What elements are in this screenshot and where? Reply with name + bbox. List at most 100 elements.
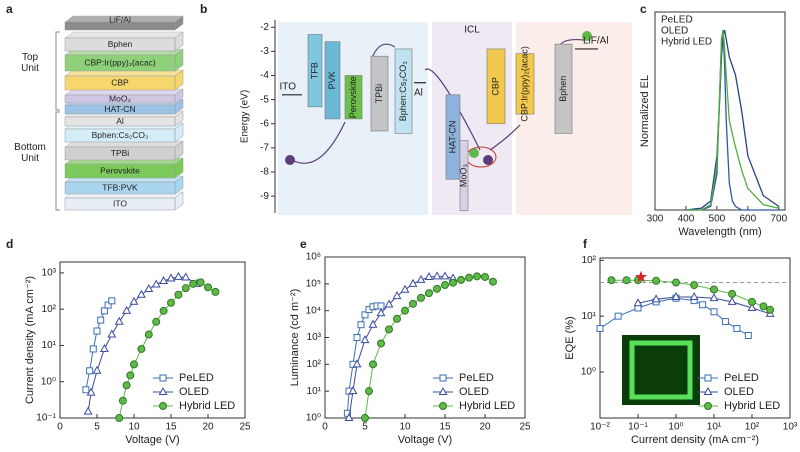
marker: [672, 278, 680, 287]
y-tick-label: 10⁰: [581, 367, 596, 378]
y-axis-label: Energy (eV): [240, 90, 251, 143]
marker: [108, 297, 116, 305]
x-tick-label: 300: [647, 214, 664, 225]
legend-label: OLED: [661, 26, 688, 37]
marker: [439, 374, 447, 382]
marker: [136, 289, 146, 298]
layer-label: CBP: [111, 77, 129, 87]
y-tick-label: 10³: [307, 332, 322, 343]
layer-label: TPBi: [374, 84, 384, 104]
hole-icon: [483, 155, 493, 165]
marker: [151, 279, 161, 288]
unit-bracket: [55, 31, 60, 111]
layer-label: Bphen: [108, 39, 133, 49]
legend-label: PeLED: [459, 372, 494, 384]
x-tick-label: 10²: [745, 422, 760, 433]
x-tick-label: 10⁻¹: [628, 422, 648, 433]
marker: [126, 371, 135, 380]
marker: [352, 359, 362, 368]
marker: [489, 277, 497, 286]
x-tick-label: 20: [202, 422, 214, 433]
x-tick-label: 15: [439, 422, 451, 433]
marker: [189, 279, 198, 288]
panel-label: a: [6, 2, 13, 16]
y-tick-label: -9: [260, 191, 269, 202]
marker: [204, 283, 212, 292]
x-tick-label: 700: [770, 214, 787, 225]
marker: [369, 360, 377, 369]
x-tick-label: 10⁰: [668, 422, 683, 433]
layer-label: CBP:Ir(ppy)₂(acac): [84, 57, 155, 67]
y-tick-label: 10²: [307, 359, 322, 370]
legend-label: Hybrid LED: [179, 400, 235, 412]
layer-label: Al: [116, 116, 124, 126]
layer: [64, 104, 176, 115]
marker: [709, 293, 719, 302]
series-line: [685, 29, 780, 211]
series-line: [599, 297, 749, 336]
y-tick-label: -3: [260, 46, 269, 57]
unit-word: Top: [22, 52, 39, 63]
energy-level-box: [307, 34, 323, 108]
y-tick-label: -5: [260, 94, 269, 105]
layer-label: Bphen:Cs₂CO₃: [398, 61, 408, 122]
marker: [690, 281, 699, 290]
marker: [409, 299, 417, 308]
marker: [416, 274, 426, 283]
energy-level-box: [344, 75, 363, 120]
x-tick-label: 10: [399, 422, 411, 433]
unit-word: Unit: [21, 63, 39, 74]
panel-label: e: [300, 237, 307, 251]
marker: [152, 317, 161, 326]
energy-level-box: [486, 48, 506, 125]
layer: [64, 181, 176, 195]
legend-label: PeLED: [179, 372, 214, 384]
x-tick-label: 25: [519, 422, 531, 433]
marker: [392, 291, 402, 300]
marker: [385, 325, 393, 334]
energy-level-box: [515, 53, 535, 115]
marker: [92, 365, 102, 374]
x-tick-label: 5: [94, 422, 100, 433]
unit-label: Top Unit: [21, 52, 39, 74]
y-tick-label: 10¹: [582, 311, 597, 322]
marker: [344, 412, 354, 421]
y-tick-label: 10¹: [307, 386, 322, 397]
series-line: [637, 296, 771, 315]
marker: [159, 306, 168, 315]
marker: [727, 296, 737, 305]
electron-icon: [469, 148, 479, 158]
marker: [361, 414, 369, 422]
marker: [704, 402, 712, 410]
layer-label: TPBi: [111, 148, 130, 158]
unit-word: Unit: [21, 153, 39, 164]
marker: [481, 272, 489, 281]
marker: [439, 402, 447, 410]
energy-level-box: [370, 55, 389, 132]
energy-level-box: [459, 140, 469, 211]
layer-label: HAT-CN: [104, 104, 135, 114]
layer-top: [64, 31, 184, 39]
layer-label: CBP:Ir(ppy)₂(acac): [519, 46, 529, 122]
marker: [377, 339, 385, 348]
y-tick-label: 10⁴: [306, 305, 321, 316]
legend-label: Hybrid LED: [459, 400, 515, 412]
marker: [181, 272, 191, 281]
layer-label: HAT-CN: [447, 121, 457, 154]
region-label: ICL: [464, 25, 480, 36]
layer: [64, 128, 176, 143]
layer-label: ITO: [113, 198, 127, 208]
panel-label: d: [6, 237, 13, 251]
marker: [166, 273, 176, 282]
y-axis-label: Luminance (cd m⁻²): [289, 289, 301, 387]
layer-label: PVK: [327, 71, 337, 89]
x-tick-label: 5: [362, 422, 368, 433]
level-label: Al: [414, 87, 423, 98]
marker: [733, 325, 741, 333]
marker: [652, 276, 661, 285]
legend-label: Hybrid LED: [661, 37, 712, 48]
layer-label: LiF/Al: [109, 14, 131, 24]
y-axis-label: Normalized EL: [639, 75, 651, 147]
marker: [704, 374, 712, 382]
